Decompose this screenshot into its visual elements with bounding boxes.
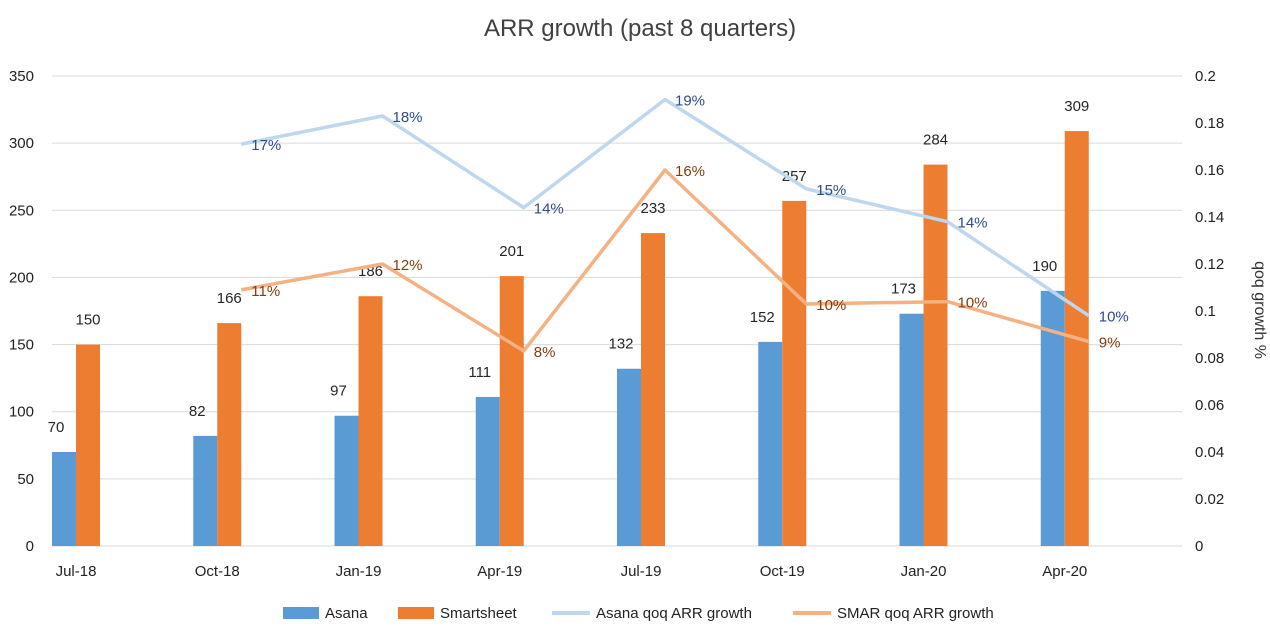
bar-smartsheet <box>217 323 242 546</box>
y-tick-label: 250 <box>9 202 34 219</box>
bar-value-label: 309 <box>1064 98 1089 115</box>
line-series: 17% 18% 14% 19% 15% 14% 10% 11% 12% 8% 16% 10% 10% 9% <box>240 93 1129 361</box>
y2-axis-title: qoq growth % <box>1251 261 1268 359</box>
x-tick-label: Jul-18 <box>56 563 97 580</box>
point-label: 14% <box>534 201 564 218</box>
x-axis: Jul-18 Oct-18 Jan-19 Apr-19 Jul-19 Oct-19 Jan-… <box>56 563 1088 580</box>
bar-smartsheet <box>782 200 807 546</box>
bar-asana <box>617 368 641 546</box>
y2-tick-label: 0.02 <box>1195 491 1224 508</box>
bar-value-label: 257 <box>782 168 807 185</box>
bar-smartsheet <box>641 233 665 546</box>
bar-asana <box>758 341 783 546</box>
point-label: 10% <box>958 295 988 312</box>
legend-label: SMAR qoq ARR growth <box>837 605 994 622</box>
point-label: 10% <box>816 297 846 314</box>
bar-value-label: 82 <box>189 403 206 420</box>
point-label: 11% <box>251 283 280 300</box>
y2-tick-label: 0.08 <box>1195 350 1224 367</box>
bar-value-label: 132 <box>608 336 633 353</box>
y-tick-label: 200 <box>9 269 34 286</box>
bar-smartsheet <box>499 276 524 546</box>
y2-tick-label: 0 <box>1195 538 1203 555</box>
x-tick-label: Oct-19 <box>760 563 805 580</box>
legend-label: Smartsheet <box>440 605 518 622</box>
bar-value-label: 233 <box>640 200 665 217</box>
line-smar-qoq-arr-growth <box>240 168 1090 353</box>
point-label: 18% <box>393 109 423 126</box>
point-label: 14% <box>958 215 988 232</box>
y-tick-label: 100 <box>9 404 34 421</box>
bar-value-label: 97 <box>330 383 347 400</box>
legend-swatch <box>283 607 319 619</box>
x-tick-label: Oct-18 <box>195 563 240 580</box>
bar-asana <box>475 396 500 546</box>
bar-asana <box>52 452 76 546</box>
y2-tick-label: 0.16 <box>1195 162 1224 179</box>
chart-title: ARR growth (past 8 quarters) <box>484 15 796 42</box>
legend-label: Asana qoq ARR growth <box>596 605 752 622</box>
y2-tick-label: 0.2 <box>1195 68 1216 85</box>
point-label: 10% <box>1099 309 1129 326</box>
bar-smartsheet <box>358 296 383 546</box>
x-tick-label: Apr-20 <box>1042 563 1087 580</box>
point-label: 16% <box>675 163 705 180</box>
point-label: 19% <box>675 93 705 110</box>
bar-asana <box>334 415 359 546</box>
x-tick-label: Apr-19 <box>477 563 522 580</box>
y-tick-label: 0 <box>26 538 34 555</box>
y2-tick-label: 0.1 <box>1195 303 1216 320</box>
y2-tick-label: 0.04 <box>1195 444 1224 461</box>
y-tick-label: 150 <box>9 337 34 354</box>
point-label: 12% <box>393 257 423 274</box>
bar-value-label: 152 <box>750 309 775 326</box>
y2-tick-label: 0.14 <box>1195 209 1224 226</box>
bar-value-label: 201 <box>499 243 524 260</box>
y2-tick-label: 0.12 <box>1195 256 1224 273</box>
legend: Asana Smartsheet Asana qoq ARR growth SMAR … <box>283 605 994 622</box>
bar-smartsheet <box>923 164 948 546</box>
legend-swatch <box>398 607 434 619</box>
x-tick-label: Jan-20 <box>901 563 947 580</box>
y-axis-left: 0 50 100 150 200 250 300 350 <box>9 68 34 555</box>
x-tick-label: Jul-19 <box>621 563 662 580</box>
x-tick-label: Jan-19 <box>336 563 382 580</box>
y-tick-label: 300 <box>9 135 34 152</box>
y-tick-label: 350 <box>9 68 34 85</box>
y-axis-right: 0 0.02 0.04 0.06 0.08 0.1 0.12 0.14 0.16 0.18 0.2 <box>1195 68 1224 555</box>
point-label: 15% <box>816 182 846 199</box>
bar-asana <box>899 313 924 546</box>
point-label: 9% <box>1099 335 1121 352</box>
bar-smartsheet <box>76 344 100 546</box>
y2-tick-label: 0.06 <box>1195 397 1224 414</box>
y2-tick-label: 0.18 <box>1195 115 1224 132</box>
point-label: 8% <box>534 344 556 361</box>
bar-series: 7082971111321521731901501661862012332572… <box>48 98 1089 547</box>
bar-value-label: 166 <box>217 290 242 307</box>
bar-value-label: 150 <box>75 312 100 329</box>
point-label: 17% <box>251 137 281 154</box>
bar-value-label: 111 <box>468 364 491 381</box>
bar-value-label: 284 <box>923 132 948 149</box>
legend-label: Asana <box>325 605 368 622</box>
bar-value-label: 173 <box>891 281 916 298</box>
bar-value-label: 190 <box>1032 258 1057 275</box>
y-tick-label: 50 <box>17 471 34 488</box>
bar-asana <box>193 435 218 546</box>
bar-value-label: 70 <box>48 419 65 436</box>
line-asana-qoq-arr-growth <box>240 97 1090 318</box>
